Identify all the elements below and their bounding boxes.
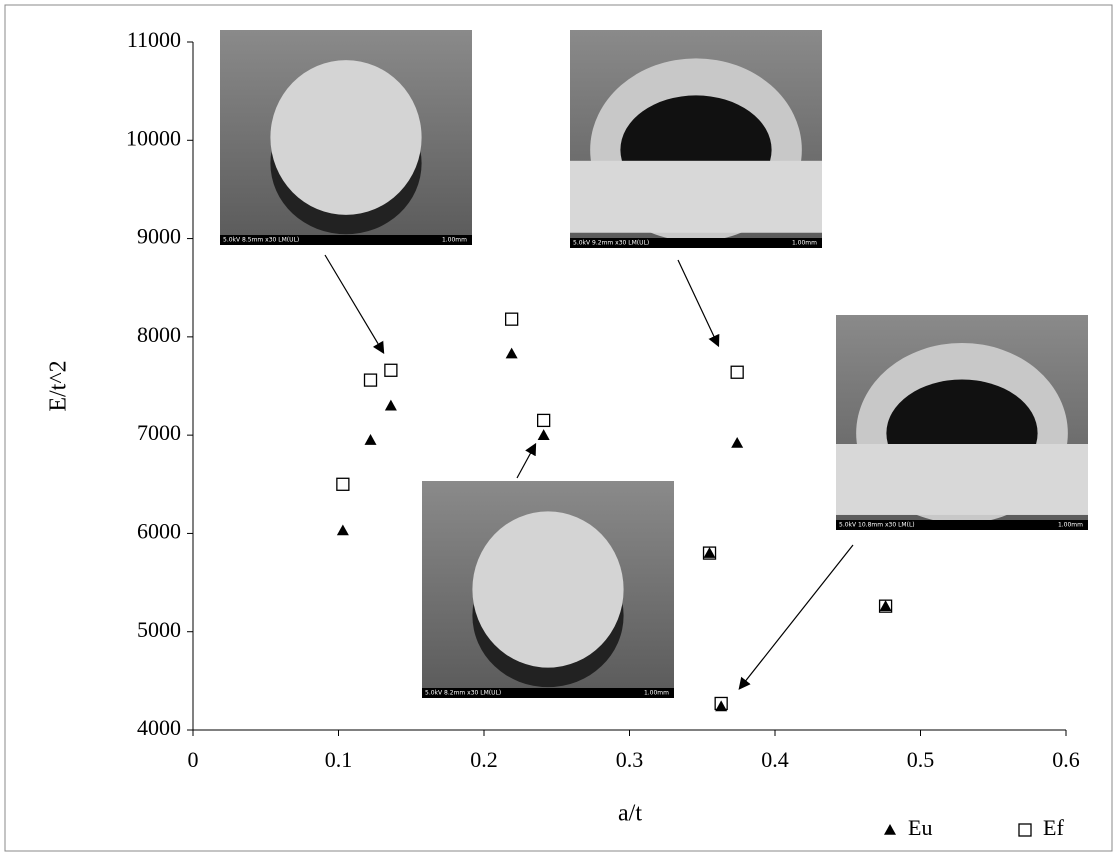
- point-triangle: [384, 399, 397, 411]
- y-tick-label: 5000: [137, 617, 181, 642]
- inset-caption-bar: [836, 520, 1088, 530]
- point-triangle: [731, 437, 744, 448]
- point-square: [384, 363, 398, 377]
- point-square: [504, 312, 519, 326]
- arrow: [738, 544, 854, 690]
- inset-dome: [472, 511, 624, 668]
- inset-image: 5.0kV 8.2mm x30 LM(UL) 1.00mm: [422, 481, 674, 698]
- inset-caption: 5.0kV 8.5mm x30 LM(UL): [223, 237, 299, 244]
- arrow: [324, 254, 385, 355]
- y-tick-label: 6000: [137, 518, 181, 543]
- point-triangle: [884, 824, 896, 835]
- inset-scale: 1.00mm: [792, 240, 817, 247]
- point-square: [714, 696, 728, 711]
- point-square: [730, 365, 744, 379]
- x-tick-label: 0.2: [470, 747, 498, 772]
- point-triangle: [505, 347, 518, 359]
- arrow: [516, 442, 537, 479]
- inset-scale: 1.00mm: [1058, 522, 1083, 529]
- legend-label: Ef: [1043, 815, 1064, 840]
- y-tick-label: 9000: [137, 224, 181, 249]
- inset-caption-bar: [422, 688, 674, 698]
- x-tick-label: 0.5: [907, 747, 935, 772]
- inset-caption: 5.0kV 8.2mm x30 LM(UL): [425, 690, 501, 697]
- x-tick-label: 0: [188, 747, 199, 772]
- x-axis-label: a/t: [618, 801, 642, 827]
- point-square: [336, 477, 350, 491]
- point-triangle: [336, 524, 349, 536]
- inset-image: 5.0kV 10.8mm x30 LM(L) 1.00mm: [836, 315, 1088, 530]
- y-tick-label: 8000: [137, 322, 181, 347]
- inset-scale: 1.00mm: [442, 237, 467, 244]
- legend-label: Eu: [908, 815, 932, 840]
- frame: [4, 4, 1113, 852]
- point-square: [878, 599, 893, 613]
- point-square: [1018, 823, 1032, 837]
- point-square: [537, 413, 551, 428]
- y-tick-label: 11000: [127, 27, 181, 52]
- inset-caption: 5.0kV 10.8mm x30 LM(L): [839, 522, 915, 529]
- y-tick-label: 10000: [126, 125, 181, 150]
- y-tick-label: 4000: [137, 715, 181, 740]
- inset-caption-bar: [220, 235, 472, 245]
- inset-image: 5.0kV 9.2mm x30 LM(UL) 1.00mm: [570, 30, 822, 248]
- point-triangle: [703, 547, 716, 558]
- y-axis-label: E/t^2: [46, 360, 72, 411]
- x-tick-label: 0.6: [1052, 747, 1080, 772]
- x-tick-label: 0.3: [616, 747, 644, 772]
- point-triangle: [715, 700, 728, 712]
- inset-base: [836, 444, 1088, 515]
- y-tick-label: 7000: [137, 420, 181, 445]
- point-square: [702, 546, 717, 560]
- point-triangle: [879, 600, 892, 611]
- inset-caption: 5.0kV 9.2mm x30 LM(UL): [573, 240, 649, 247]
- inset-image: 5.0kV 8.5mm x30 LM(UL) 1.00mm: [220, 30, 472, 245]
- inset-base: [570, 160, 822, 233]
- x-tick-label: 0.4: [761, 747, 789, 772]
- point-square: [363, 373, 378, 387]
- x-tick-label: 0.1: [325, 747, 353, 772]
- point-triangle: [537, 429, 550, 440]
- point-triangle: [364, 434, 377, 445]
- inset-caption-bar: [570, 238, 822, 248]
- inset-dome: [270, 60, 422, 215]
- arrow: [677, 259, 720, 348]
- inset-scale: 1.00mm: [644, 690, 669, 697]
